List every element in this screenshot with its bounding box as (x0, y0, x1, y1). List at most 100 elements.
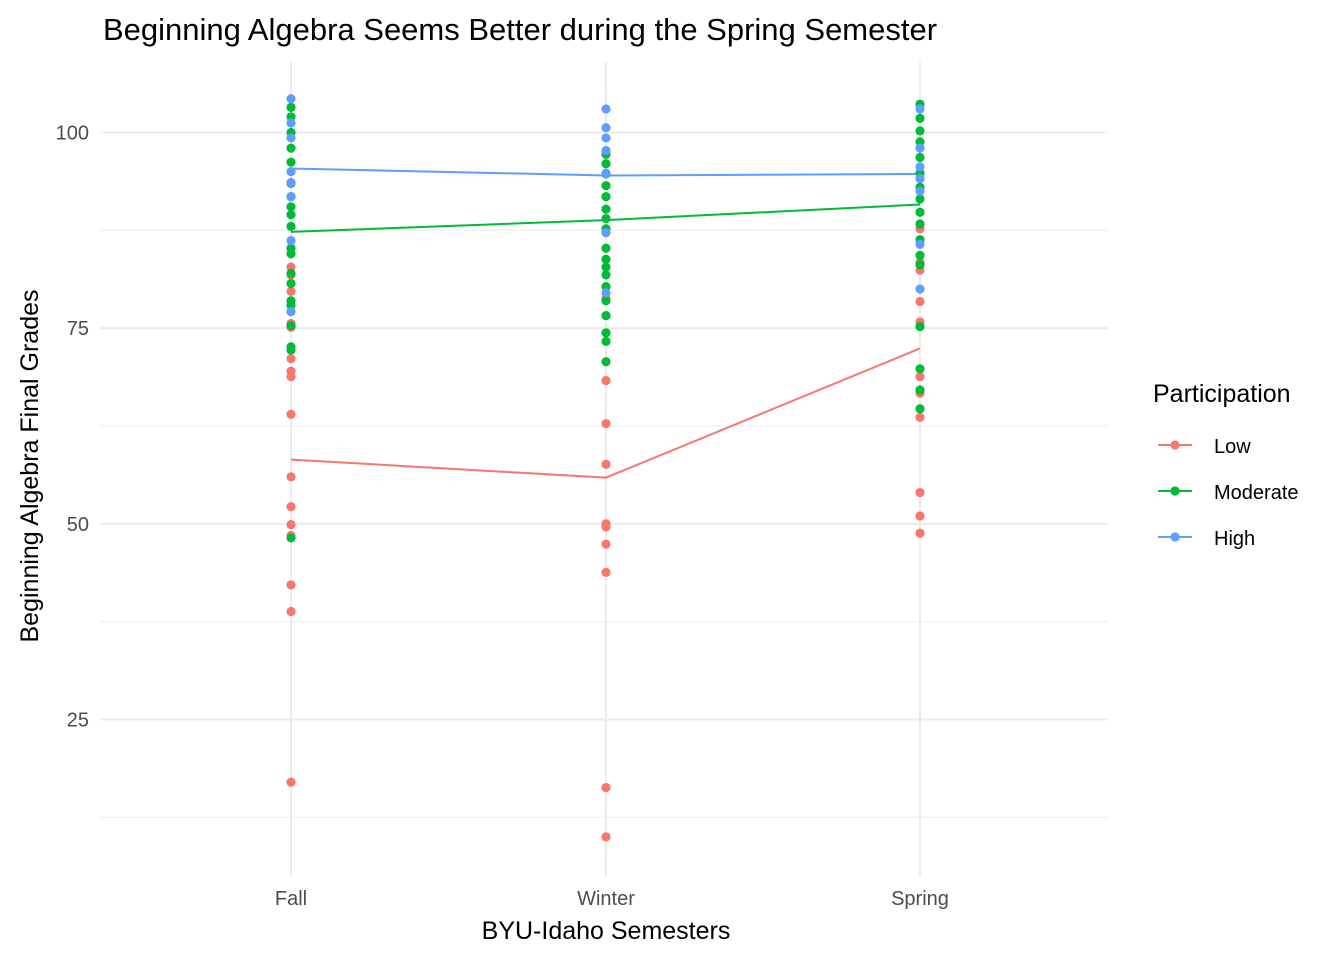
data-point-high (915, 104, 925, 114)
data-point-moderate (601, 159, 611, 169)
data-point-moderate (286, 202, 296, 212)
y-tick-label: 50 (67, 514, 89, 536)
data-point-moderate (286, 221, 296, 231)
data-point-high (286, 235, 296, 246)
data-point-low (286, 286, 296, 296)
data-point-low (601, 519, 611, 529)
data-point-low (286, 606, 296, 617)
data-point-low (915, 528, 925, 538)
data-point-low (601, 539, 611, 549)
chart-title: Beginning Algebra Seems Better during th… (103, 12, 937, 47)
legend-items: Low Moderate High (1158, 436, 1299, 550)
data-point-high (601, 133, 611, 143)
data-point-moderate (601, 213, 611, 224)
data-point-moderate (915, 113, 925, 123)
data-point-high (601, 104, 611, 114)
legend-label-low: Low (1214, 436, 1251, 458)
data-point-high (915, 174, 925, 184)
y-tick-label: 75 (67, 318, 89, 340)
data-point-low (601, 375, 611, 386)
data-point-low (915, 296, 925, 307)
data-point-moderate (601, 328, 611, 338)
data-point-moderate (915, 364, 925, 374)
x-tick-label: Winter (577, 888, 635, 910)
data-point-low (601, 567, 611, 577)
data-point-low (286, 580, 296, 590)
data-point-high (915, 239, 925, 249)
data-point-low (601, 832, 611, 842)
data-point-low (286, 366, 296, 376)
data-points (286, 94, 925, 842)
x-tick-labels: Fall Winter Spring (275, 888, 949, 910)
data-point-moderate (286, 268, 296, 278)
data-point-low (286, 354, 296, 364)
legend-key-point-high (1170, 532, 1180, 542)
data-point-moderate (286, 243, 296, 253)
data-point-low (601, 459, 611, 469)
data-point-moderate (601, 310, 611, 321)
y-tick-label: 100 (56, 122, 89, 144)
data-point-high (915, 143, 925, 153)
x-axis-title: BYU-Idaho Semesters (482, 917, 731, 945)
data-point-moderate (286, 533, 296, 543)
data-point-high (915, 186, 925, 196)
data-point-moderate (915, 219, 925, 229)
data-point-moderate (601, 262, 611, 272)
data-point-high (286, 307, 296, 317)
y-tick-labels: 25 50 75 100 (56, 122, 89, 731)
data-point-high (286, 192, 296, 202)
mean-line-low (290, 347, 921, 479)
data-point-high (286, 118, 296, 128)
data-point-low (915, 412, 925, 422)
data-point-moderate (601, 181, 611, 191)
data-point-moderate (601, 254, 611, 264)
data-point-high (601, 228, 611, 238)
data-point-low (915, 511, 925, 521)
data-point-high (601, 145, 611, 156)
data-point-low (286, 777, 296, 787)
data-point-high (915, 284, 925, 294)
data-point-moderate (915, 207, 925, 217)
data-point-high (601, 288, 611, 298)
data-point-moderate (915, 404, 925, 414)
data-point-moderate (915, 260, 925, 270)
x-tick-label: Spring (891, 888, 949, 910)
data-point-low (286, 519, 296, 530)
data-point-low (601, 419, 611, 429)
y-tick-label: 25 (67, 709, 89, 731)
data-point-moderate (286, 342, 296, 352)
legend-label-moderate: Moderate (1214, 482, 1299, 504)
data-point-moderate (286, 210, 296, 220)
x-tick-label: Fall (275, 888, 307, 910)
data-point-moderate (601, 296, 611, 306)
data-point-moderate (286, 157, 296, 167)
data-point-moderate (286, 321, 296, 331)
data-point-low (286, 501, 296, 512)
data-point-moderate (601, 336, 611, 347)
data-point-moderate (286, 143, 296, 153)
legend-label-high: High (1214, 528, 1255, 550)
legend-key-point-moderate (1170, 486, 1180, 496)
data-point-low (601, 782, 611, 793)
data-point-moderate (601, 192, 611, 202)
legend-title: Participation (1153, 380, 1291, 408)
data-point-moderate (286, 296, 296, 306)
data-point-low (286, 472, 296, 482)
data-point-moderate (915, 250, 925, 260)
data-point-high (601, 168, 611, 178)
data-point-moderate (915, 385, 925, 395)
data-point-moderate (915, 152, 925, 163)
data-point-low (286, 409, 296, 419)
data-point-moderate (915, 126, 925, 136)
y-axis-title: Beginning Algebra Final Grades (16, 289, 44, 642)
data-point-high (286, 166, 296, 177)
data-point-moderate (286, 278, 296, 289)
data-point-high (286, 177, 296, 188)
data-point-moderate (601, 243, 611, 253)
data-point-moderate (286, 102, 296, 112)
data-point-high (601, 123, 611, 133)
data-point-high (286, 133, 296, 143)
legend-key-point-low (1170, 440, 1180, 450)
data-point-moderate (601, 357, 611, 367)
